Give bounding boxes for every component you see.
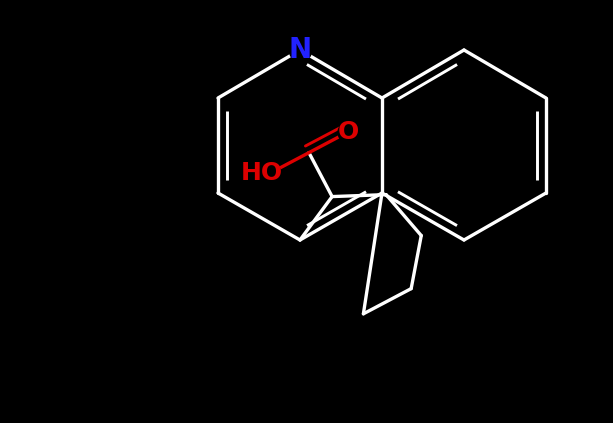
Text: O: O <box>338 120 359 144</box>
Text: N: N <box>289 36 311 64</box>
Text: HO: HO <box>241 161 283 185</box>
